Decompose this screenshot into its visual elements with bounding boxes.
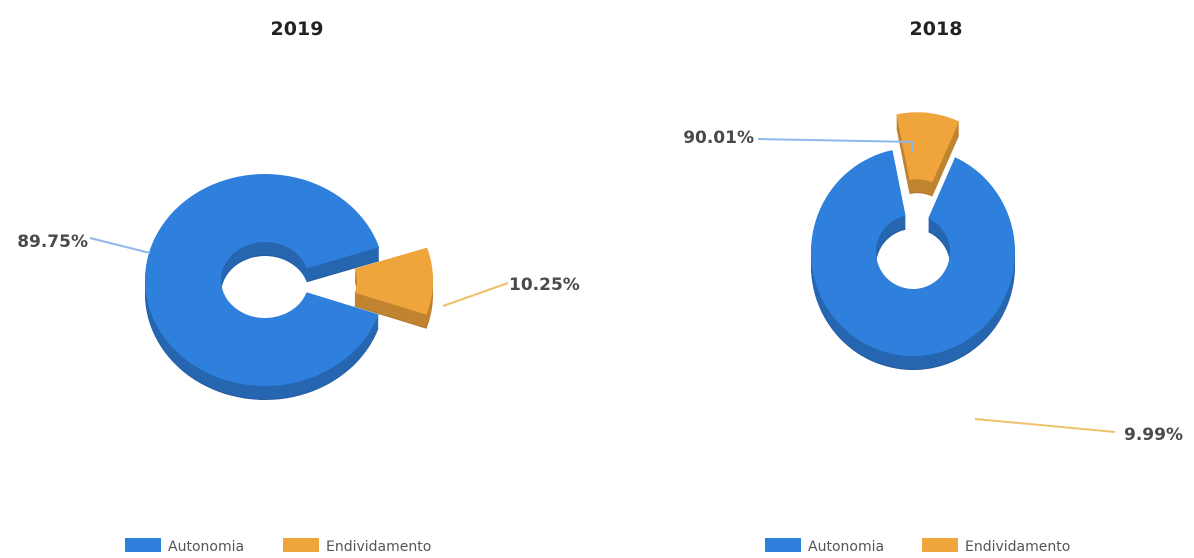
slice-top [811,150,1015,356]
donut-2019: 89.75% 10.25% [17,174,580,400]
data-label: 9.99% [1124,425,1183,445]
legend-swatch-autonomia [125,538,161,552]
leader-line [89,237,151,254]
chart-2018: 2018 90.01% 9.99% Autonomia Endividamento [683,18,1183,555]
slice-endividamento [354,247,433,329]
leader-line [442,282,509,307]
chart-title: 2018 [910,18,963,40]
legend-label-autonomia: Autonomia [808,539,884,555]
data-label: 90.01% [683,128,754,148]
chart-2019: 2019 89.75% 10.25% Autonomia Endividament… [17,18,580,555]
data-label: 10.25% [509,275,580,295]
legend-swatch-endividamento [922,538,958,552]
donut-2018: 90.01% 9.99% [683,112,1183,445]
leader-line [757,138,914,152]
legend-swatch-autonomia [765,538,801,552]
data-label: 89.75% [17,232,88,252]
legend-2018: Autonomia Endividamento [765,538,1070,555]
slice-top [354,247,433,315]
slice-top [145,174,380,386]
legend-label-endividamento: Endividamento [965,539,1070,555]
legend-2019: Autonomia Endividamento [125,538,431,555]
legend-label-autonomia: Autonomia [168,539,244,555]
chart-title: 2019 [271,18,324,40]
slice-autonomia [811,150,1015,370]
slice-top [896,112,960,183]
legend-label-endividamento: Endividamento [326,539,431,555]
slice-autonomia [145,174,380,400]
slice-endividamento [896,112,960,197]
legend-swatch-endividamento [283,538,319,552]
leader-line [974,418,1116,433]
